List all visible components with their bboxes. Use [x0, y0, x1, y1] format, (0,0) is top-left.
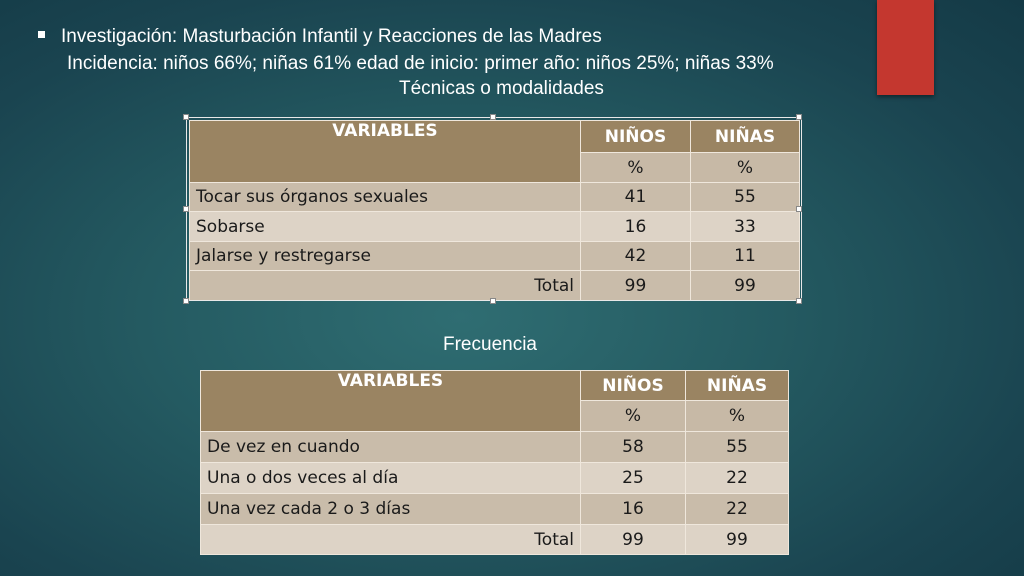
header-ninas: NIÑAS	[685, 370, 789, 401]
table-row: Una o dos veces al día 25 22	[200, 462, 789, 494]
row-label: Una vez cada 2 o 3 días	[200, 493, 581, 525]
header-ninos: NIÑOS	[580, 120, 691, 153]
row-value-ninas: 55	[685, 431, 789, 463]
row-value-ninas: 22	[685, 462, 789, 494]
row-value-ninas: 11	[690, 241, 800, 271]
row-value-ninos: 16	[580, 211, 691, 242]
table-row: Jalarse y restregarse 42 11	[189, 241, 800, 271]
header-variables: VARIABLES	[189, 120, 581, 183]
resize-handle-top[interactable]	[490, 114, 496, 120]
header-ninos: NIÑOS	[580, 370, 686, 401]
total-row: Total 99 99	[200, 524, 789, 555]
row-label: Sobarse	[189, 211, 581, 242]
row-value-ninas: 33	[690, 211, 800, 242]
resize-handle-right[interactable]	[796, 206, 802, 212]
row-label: Una o dos veces al día	[200, 462, 581, 494]
row-label: De vez en cuando	[200, 431, 581, 463]
row-value-ninas: 22	[685, 493, 789, 525]
header-pct-ninas: %	[685, 400, 789, 432]
total-ninas: 99	[690, 270, 800, 301]
header-pct-ninos: %	[580, 400, 686, 432]
row-value-ninos: 41	[580, 182, 691, 212]
total-ninos: 99	[580, 270, 691, 301]
frequency-table[interactable]: VARIABLES NIÑOS NIÑAS % % De vez en cuan…	[200, 370, 789, 555]
resize-handle-top-left[interactable]	[183, 114, 189, 120]
title-text: Investigación: Masturbación Infantil y R…	[61, 26, 602, 47]
row-value-ninas: 55	[690, 182, 800, 212]
techniques-heading: Técnicas o modalidades	[399, 78, 604, 99]
total-ninas: 99	[685, 524, 789, 555]
resize-handle-top-right[interactable]	[796, 114, 802, 120]
row-value-ninos: 58	[580, 431, 686, 463]
square-bullet-icon	[38, 31, 45, 39]
accent-bar	[877, 0, 934, 95]
total-row: Total 99 99	[189, 270, 800, 301]
techniques-table[interactable]: VARIABLES NIÑOS NIÑAS % % Tocar sus órga…	[189, 120, 800, 301]
row-value-ninos: 42	[580, 241, 691, 271]
resize-handle-bottom-left[interactable]	[183, 298, 189, 304]
frequency-heading: Frecuencia	[443, 334, 537, 355]
row-value-ninos: 16	[580, 493, 686, 525]
resize-handle-bottom-right[interactable]	[796, 298, 802, 304]
table-row: Sobarse 16 33	[189, 211, 800, 242]
table-row: Una vez cada 2 o 3 días 16 22	[200, 493, 789, 525]
total-label: Total	[189, 270, 581, 301]
header-pct-ninas: %	[690, 152, 800, 183]
row-value-ninos: 25	[580, 462, 686, 494]
total-label: Total	[200, 524, 581, 555]
row-label: Tocar sus órganos sexuales	[189, 182, 581, 212]
table-row: De vez en cuando 58 55	[200, 431, 789, 463]
row-label: Jalarse y restregarse	[189, 241, 581, 271]
total-ninos: 99	[580, 524, 686, 555]
header-ninas: NIÑAS	[690, 120, 800, 153]
resize-handle-bottom[interactable]	[490, 298, 496, 304]
table-row: Tocar sus órganos sexuales 41 55	[189, 182, 800, 212]
header-pct-ninos: %	[580, 152, 691, 183]
header-variables: VARIABLES	[200, 370, 581, 432]
incidence-line: Incidencia: niños 66%; niñas 61% edad de…	[67, 53, 774, 74]
resize-handle-left[interactable]	[183, 206, 189, 212]
title-line: Investigación: Masturbación Infantil y R…	[38, 26, 602, 48]
